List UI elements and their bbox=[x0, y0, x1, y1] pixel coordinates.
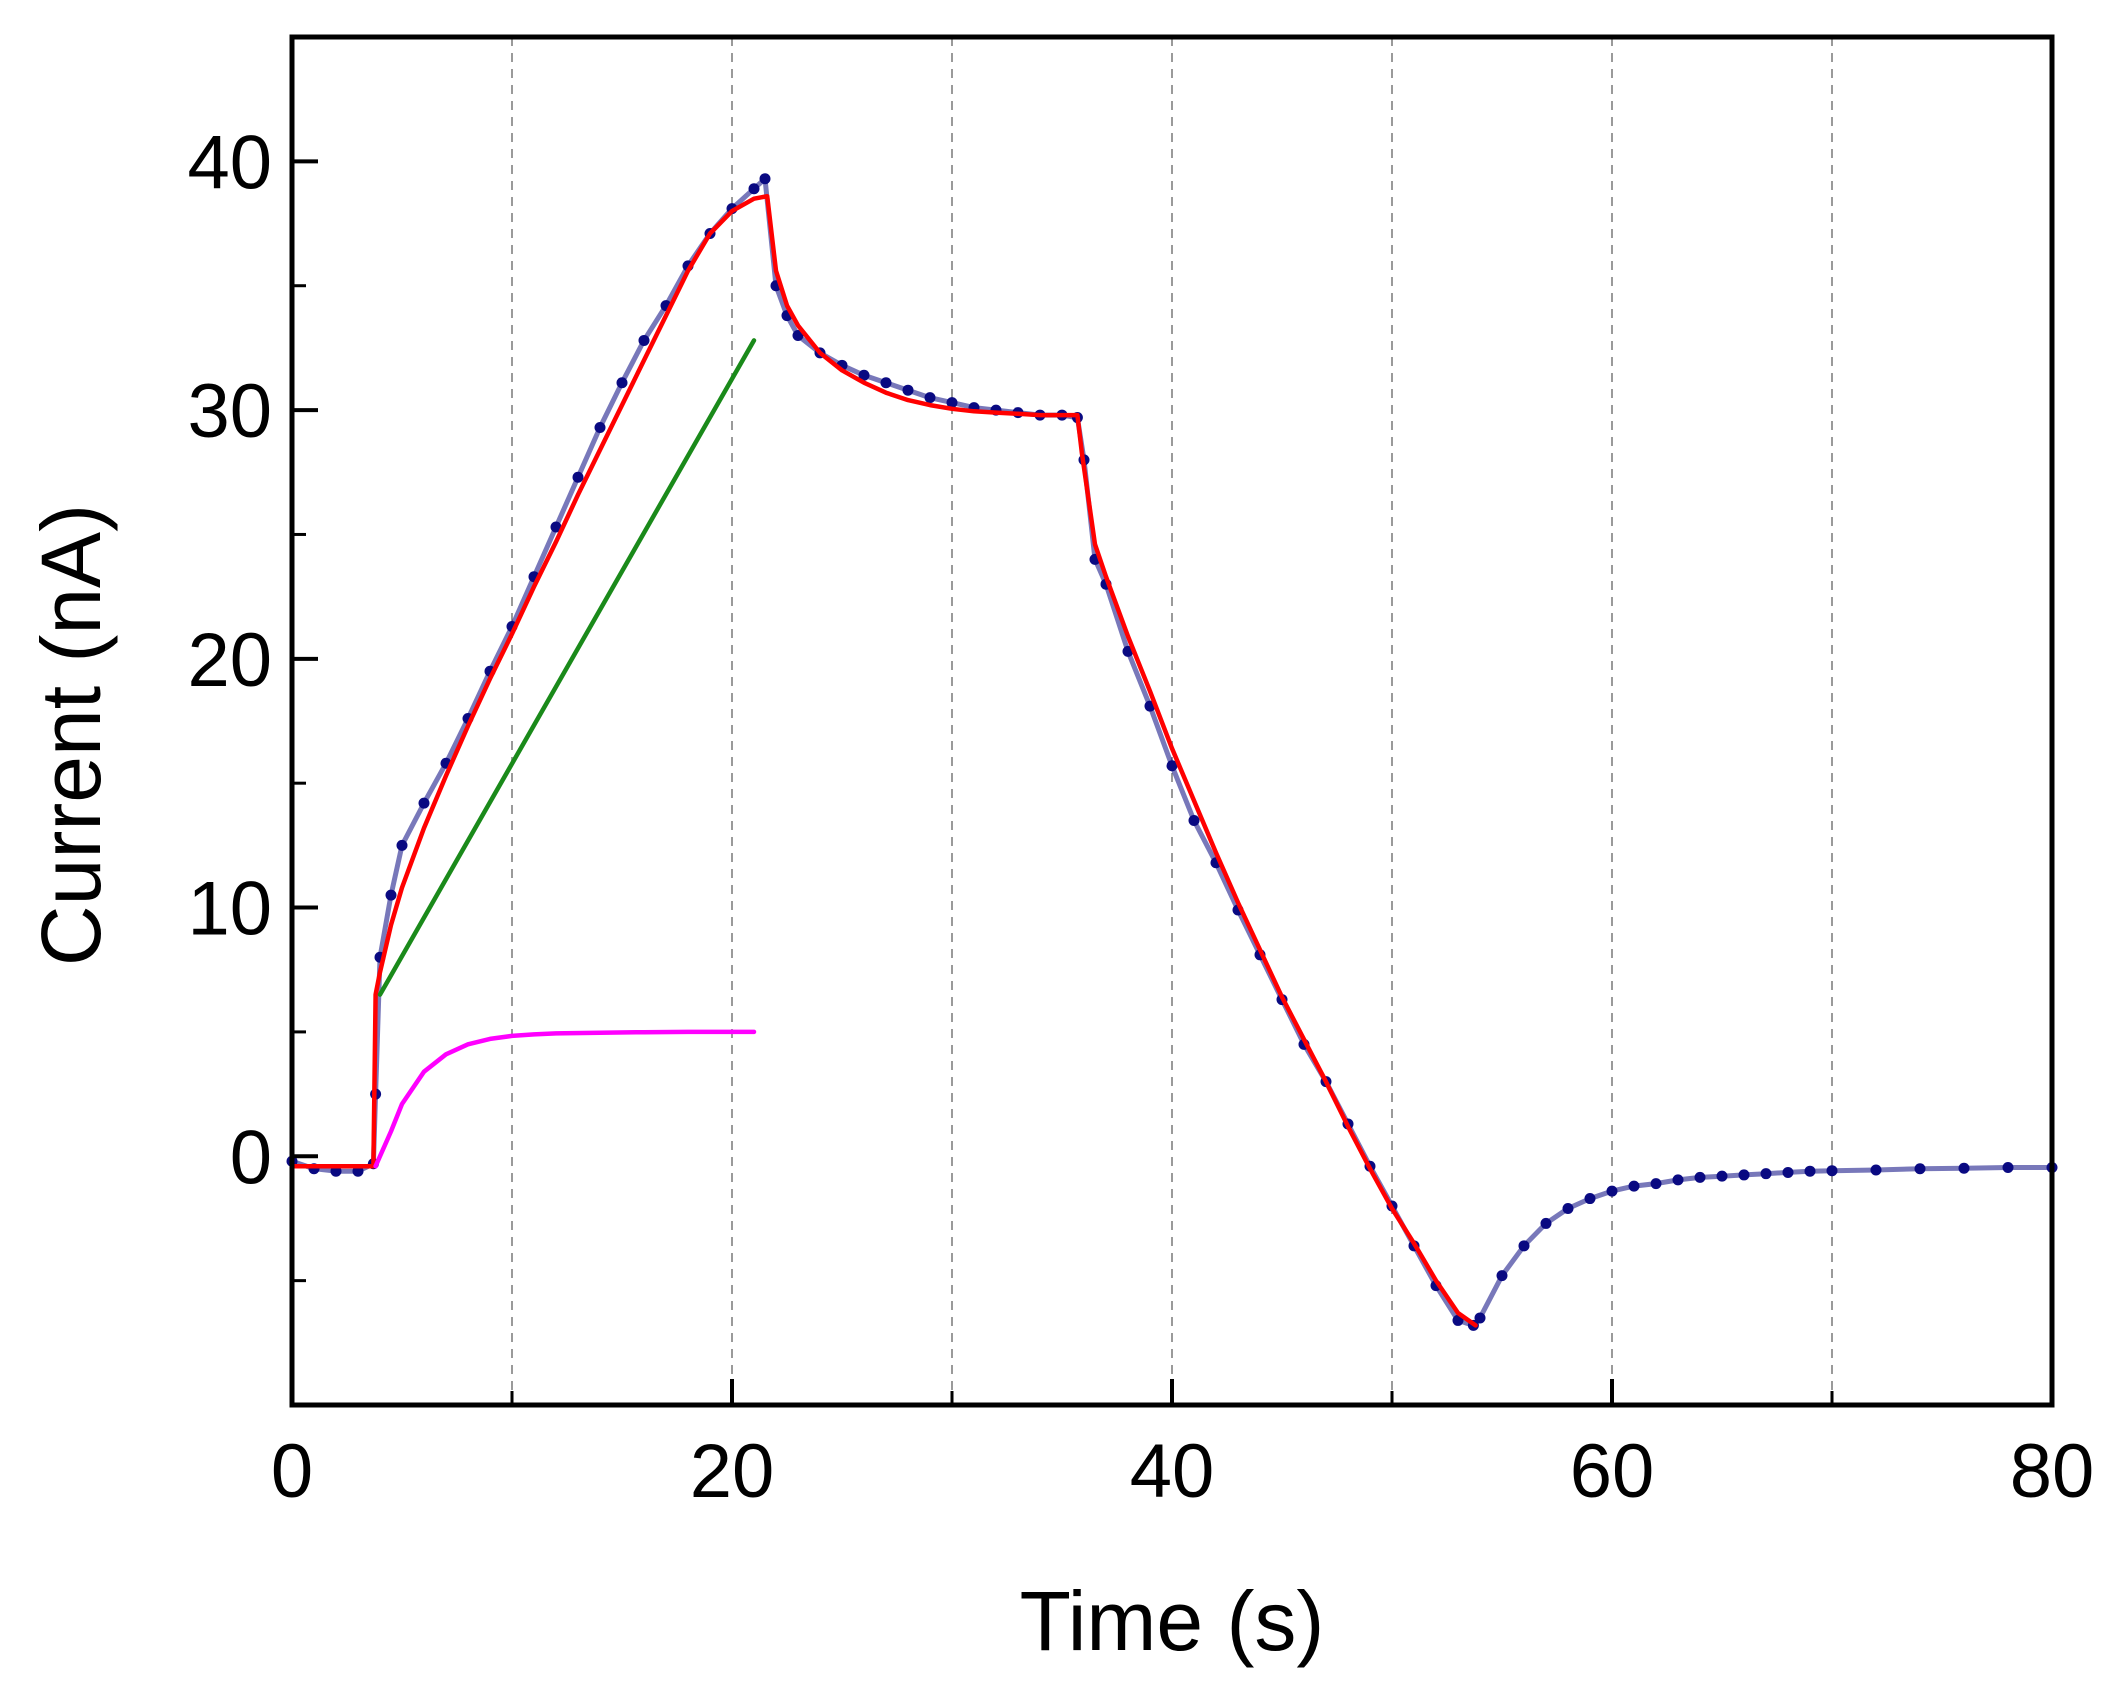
grid-lines bbox=[511, 37, 1833, 1405]
y-tick-label-40: 40 bbox=[187, 120, 272, 205]
tick-labels: 0 20 40 60 80 0 10 20 30 40 bbox=[187, 120, 2094, 1514]
y-tick-label-30: 30 bbox=[187, 369, 272, 454]
series-line-exponential-component bbox=[373, 1029, 757, 1169]
x-tick-label-80: 80 bbox=[2010, 1429, 2095, 1514]
y-tick-label-0: 0 bbox=[230, 1115, 272, 1200]
x-tick-label-20: 20 bbox=[690, 1429, 775, 1514]
series-line-fit bbox=[289, 193, 1478, 1328]
x-axis-title: Time (s) bbox=[1020, 1574, 1325, 1668]
x-tick-label-60: 60 bbox=[1570, 1429, 1655, 1514]
plot-area bbox=[286, 173, 2058, 1331]
y-tick-label-10: 10 bbox=[187, 867, 272, 952]
axis-ticks bbox=[290, 159, 2054, 1405]
y-tick-label-20: 20 bbox=[187, 618, 272, 703]
series-line-linear-component bbox=[377, 338, 757, 997]
x-tick-label-0: 0 bbox=[271, 1429, 313, 1514]
x-tick-label-40: 40 bbox=[1130, 1429, 1215, 1514]
y-axis-title: Current (nA) bbox=[24, 504, 118, 966]
